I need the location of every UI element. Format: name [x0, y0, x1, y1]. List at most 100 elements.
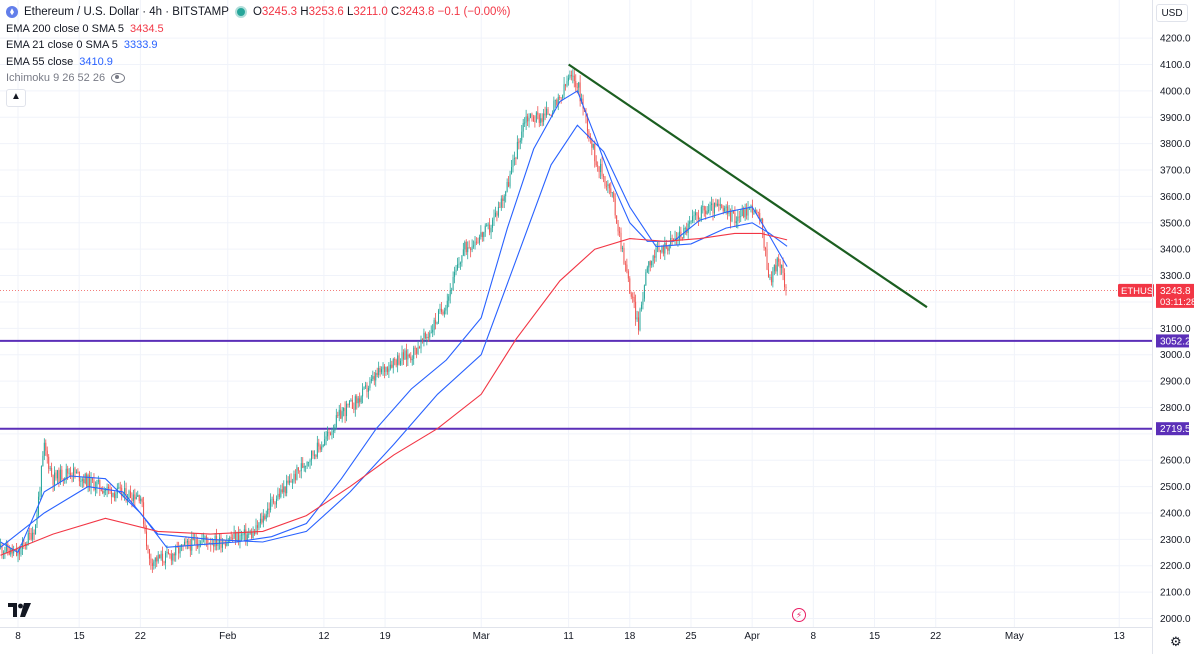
time-tick-label: Mar: [473, 631, 491, 642]
candle: [759, 208, 761, 225]
candle: [724, 205, 726, 214]
candle: [71, 472, 73, 483]
candle: [86, 472, 88, 488]
candle: [153, 559, 155, 570]
candle: [370, 374, 372, 384]
candle: [769, 274, 771, 281]
candle: [548, 113, 550, 116]
candle: [516, 135, 518, 160]
candle: [32, 526, 34, 542]
candle: [182, 544, 184, 551]
candle: [537, 106, 539, 120]
candle: [248, 527, 250, 539]
candle: [563, 77, 565, 100]
price-tick-label: 2900.0: [1160, 377, 1191, 388]
horizontal-levels[interactable]: [0, 289, 1152, 430]
candle: [492, 217, 494, 233]
candle: [573, 69, 575, 88]
indicator-ema55[interactable]: EMA 55 close 3410.9: [6, 54, 511, 71]
candle: [246, 531, 248, 547]
candle: [627, 269, 629, 283]
candle: [23, 539, 25, 550]
candle: [731, 205, 733, 223]
candle: [159, 554, 161, 559]
candle: [321, 441, 323, 453]
price-tick-label: 4200.0: [1160, 34, 1191, 45]
indicator-ema200[interactable]: EMA 200 close 0 SMA 5 3434.5: [6, 21, 511, 38]
candle: [375, 369, 377, 387]
candle: [430, 325, 432, 334]
candle: [781, 264, 783, 275]
price-tick-label: 2600.0: [1160, 456, 1191, 467]
candle: [680, 226, 682, 241]
candle: [629, 276, 631, 294]
trendline[interactable]: [568, 63, 928, 309]
candle: [286, 474, 288, 497]
candle: [408, 353, 410, 359]
candle: [373, 371, 375, 386]
price-axis[interactable]: 4200.0 4100.0 4000.0 3900.0 3800.0 3700.0 3600…: [1118, 0, 1194, 654]
candle: [381, 366, 383, 375]
candle: [481, 231, 483, 242]
candle: [559, 95, 561, 101]
candle: [64, 477, 66, 484]
candle: [664, 236, 666, 261]
candle: [42, 451, 44, 467]
candle: [343, 407, 345, 417]
candle: [296, 464, 298, 481]
indicator-value: 3410.9: [79, 55, 113, 68]
candle: [0, 538, 2, 550]
collapse-legend-button[interactable]: ▲: [6, 88, 26, 107]
candle: [365, 381, 367, 390]
candle: [448, 293, 450, 308]
candle: [719, 197, 721, 211]
candle: [189, 538, 191, 557]
candle: [300, 456, 302, 479]
event-flag-icon[interactable]: ⚡: [792, 608, 806, 622]
candle: [357, 396, 359, 408]
price-tick-label: 2300.0: [1160, 535, 1191, 546]
candle: [327, 426, 329, 441]
price-tick-label: 3000.0: [1160, 350, 1191, 361]
candle: [604, 175, 606, 189]
candle: [528, 113, 530, 128]
candle: [452, 271, 454, 291]
candle: [727, 201, 729, 220]
candle: [400, 358, 402, 367]
candle: [140, 495, 142, 504]
chevron-up-icon: ▲: [11, 91, 21, 103]
candle: [547, 106, 549, 115]
indicator-ema21[interactable]: EMA 21 close 0 SMA 5 3333.9: [6, 37, 511, 54]
candle: [426, 333, 428, 346]
currency-selector[interactable]: USD: [1156, 4, 1188, 22]
countdown-label: 03:11:28: [1160, 297, 1194, 308]
eye-icon[interactable]: [111, 73, 126, 84]
candle: [154, 557, 156, 569]
candle: [579, 75, 581, 107]
candle: [40, 465, 42, 498]
market-status-icon[interactable]: [234, 6, 247, 19]
candle: [219, 533, 221, 550]
candle: [394, 357, 396, 366]
tradingview-logo[interactable]: [8, 603, 32, 622]
symbol-title[interactable]: Ethereum / U.S. Dollar · 4h · BITSTAMP: [24, 6, 229, 18]
candle: [84, 472, 86, 485]
candle: [335, 408, 337, 430]
symbol-row[interactable]: Ethereum / U.S. Dollar · 4h · BITSTAMP O…: [6, 4, 511, 21]
candle: [334, 423, 336, 434]
candle: [113, 491, 115, 502]
candle: [297, 467, 299, 474]
candle: [632, 292, 634, 303]
candle: [318, 438, 320, 453]
price-tick-label: 3300.0: [1160, 271, 1191, 282]
candle: [254, 528, 256, 536]
candle: [160, 550, 162, 561]
gear-icon[interactable]: ⚙: [1170, 634, 1182, 649]
time-axis[interactable]: 8 15 22 Feb 12 19 Mar 11 18 25 Apr 8 15 22 May 13: [15, 631, 1125, 642]
candle: [683, 224, 685, 239]
candle: [471, 239, 473, 253]
candle: [522, 118, 524, 138]
candle: [214, 533, 216, 551]
indicator-ichimoku[interactable]: Ichimoku 9 26 52 26: [6, 70, 511, 87]
